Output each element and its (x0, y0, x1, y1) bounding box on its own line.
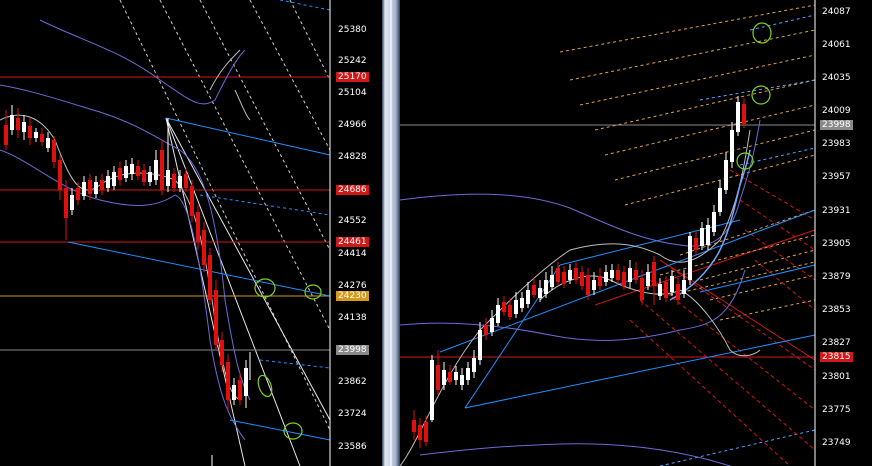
pane-splitter[interactable] (382, 0, 400, 466)
axis-label: 23862 (338, 377, 367, 387)
axis-label: 25380 (338, 25, 367, 35)
right-price-chart[interactable]: 24087 24061 24035 24009 23983 23957 2393… (400, 0, 872, 466)
left-channel-dashed (199, 0, 331, 369)
price-tag-level: 25170 (336, 72, 369, 82)
axis-label: 23905 (822, 239, 851, 249)
axis-label: 24552 (338, 216, 367, 226)
axis-label: 23749 (822, 438, 851, 448)
axis-label: 23957 (822, 172, 851, 182)
right-chart-canvas (400, 0, 816, 466)
price-tag-level: 23815 (820, 352, 853, 362)
right-candles (412, 96, 746, 448)
axis-label: 24009 (822, 106, 851, 116)
left-channel (67, 117, 331, 441)
left-bands (0, 19, 251, 441)
axis-label: 23931 (822, 206, 851, 216)
price-tag-level: 24686 (336, 185, 369, 195)
axis-label: 24138 (338, 313, 367, 323)
axis-label: 23775 (822, 405, 851, 415)
axis-label: 23983 (822, 139, 851, 149)
axis-label: 24276 (338, 281, 367, 291)
axis-label: 25242 (338, 56, 367, 66)
left-price-chart[interactable]: 25380 25242 25104 24966 24828 24552 2441… (0, 0, 382, 466)
axis-label: 24828 (338, 152, 367, 162)
price-tag-current: 23998 (336, 345, 369, 355)
axis-label: 24414 (338, 249, 367, 259)
axis-label: 23586 (338, 442, 367, 452)
right-fast-ma (669, 149, 751, 301)
price-tag-level: 24230 (336, 291, 369, 301)
left-candles (4, 105, 251, 466)
right-fan-upper (559, 4, 816, 321)
right-bands (400, 119, 761, 466)
axis-label: 23879 (822, 272, 851, 282)
axis-label: 23827 (822, 338, 851, 348)
axis-label: 23801 (822, 372, 851, 382)
axis-label: 25104 (338, 88, 367, 98)
axis-label: 24087 (822, 7, 851, 17)
axis-label: 24061 (822, 40, 851, 50)
left-chart-canvas (0, 0, 331, 466)
right-fan-red (629, 169, 816, 466)
axis-label: 24966 (338, 120, 367, 130)
axis-label: 24035 (822, 73, 851, 83)
right-ma (400, 129, 761, 466)
left-fan-lines (119, 0, 331, 431)
right-fan-blue (659, 14, 816, 466)
left-markers (254, 278, 322, 440)
axis-label: 23724 (338, 409, 367, 419)
right-markers (736, 22, 772, 170)
price-tag-level: 24461 (336, 237, 369, 247)
right-red-lines (400, 229, 816, 361)
axis-label: 23853 (822, 305, 851, 315)
price-tag-current: 23998 (820, 120, 853, 130)
